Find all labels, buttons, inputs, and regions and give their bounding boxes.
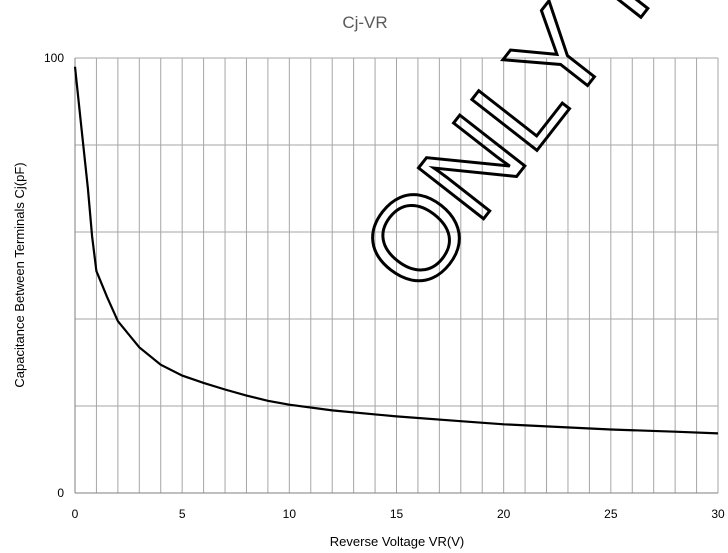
x-tick-label: 30 [711,507,725,521]
x-tick-label: 0 [72,507,79,521]
x-tick-label: 10 [283,507,297,521]
watermark: ONLY FOR [335,0,728,316]
x-tick-label: 20 [497,507,511,521]
x-tick-label: 25 [604,507,618,521]
y-tick-label: 100 [44,51,64,65]
chart-title: Cj-VR [342,13,387,32]
y-axis-label: Capacitance Between Terminals Cj(pF) [12,162,27,387]
x-axis-label: Reverse Voltage VR(V) [330,534,464,549]
x-tick-label: 15 [390,507,404,521]
y-tick-label: 0 [57,486,64,500]
tick-labels: 0 5 10 15 20 25 30 0 100 [44,51,725,521]
x-tick-label: 5 [179,507,186,521]
